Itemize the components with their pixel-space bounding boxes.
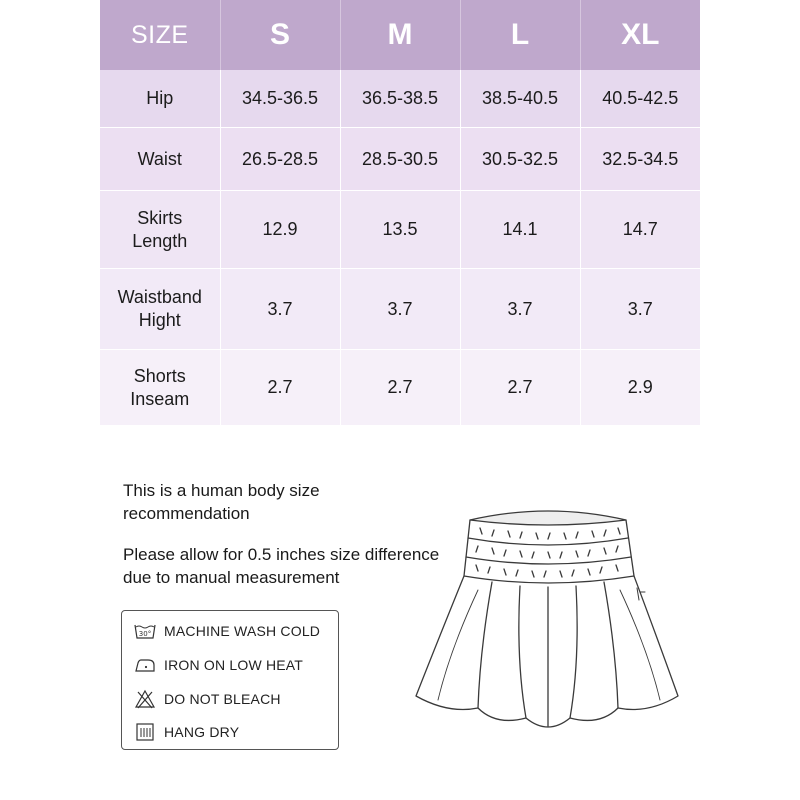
row-label: Hip (100, 70, 221, 128)
table-cell: 14.7 (580, 190, 700, 269)
care-label: DO NOT BLEACH (164, 691, 281, 707)
hang-dry-icon (136, 723, 154, 741)
wash-temp-label: 30° (139, 630, 151, 638)
care-item-wash: 30° MACHINE WASH COLD (134, 621, 320, 641)
table-cell: 2.7 (220, 349, 341, 426)
table-row-waistband-height: Waistband Hight 3.7 3.7 3.7 3.7 (100, 268, 700, 350)
size-header-row: SIZE S M L XL (100, 0, 700, 70)
size-header-xl: XL (580, 0, 700, 70)
care-label: IRON ON LOW HEAT (164, 657, 304, 673)
table-cell: 14.1 (460, 190, 581, 269)
table-cell: 36.5-38.5 (340, 70, 461, 128)
table-cell: 40.5-42.5 (580, 70, 700, 128)
table-cell: 3.7 (580, 268, 700, 350)
row-label: Skirts Length (100, 190, 221, 269)
table-row-hip: Hip 34.5-36.5 36.5-38.5 38.5-40.5 40.5-4… (100, 70, 700, 128)
care-item-dry: HANG DRY (134, 722, 239, 742)
skirt-illustration (415, 510, 679, 728)
table-cell: 2.7 (460, 349, 581, 426)
care-item-iron: IRON ON LOW HEAT (134, 655, 303, 675)
table-cell: 3.7 (220, 268, 341, 350)
table-cell: 13.5 (340, 190, 461, 269)
size-recommendation-note: This is a human body size recommendation (123, 481, 320, 523)
row-label: Waist (100, 127, 221, 191)
care-instructions-box: 30° MACHINE WASH COLD IRON ON LOW HEAT D… (121, 610, 339, 750)
table-cell: 2.9 (580, 349, 700, 426)
table-cell: 38.5-40.5 (460, 70, 581, 128)
table-cell: 3.7 (340, 268, 461, 350)
measurement-tolerance-note: Please allow for 0.5 inches size differe… (123, 545, 440, 587)
do-not-bleach-icon (134, 689, 156, 709)
size-chart-table: SIZE S M L XL Hip 34.5-36.5 36.5-38.5 38… (100, 0, 700, 426)
table-row-shorts-inseam: Shorts Inseam 2.7 2.7 2.7 2.9 (100, 349, 700, 426)
table-cell: 30.5-32.5 (460, 127, 581, 191)
table-row-skirts-length: Skirts Length 12.9 13.5 14.1 14.7 (100, 190, 700, 269)
table-cell: 26.5-28.5 (220, 127, 341, 191)
size-header-m: M (340, 0, 461, 70)
machine-wash-30-icon: 30° (134, 624, 156, 639)
size-header-l: L (460, 0, 581, 70)
size-header-s: S (220, 0, 341, 70)
size-header-label: SIZE (100, 0, 221, 70)
table-cell: 12.9 (220, 190, 341, 269)
table-cell: 2.7 (340, 349, 461, 426)
table-cell: 3.7 (460, 268, 581, 350)
care-label: MACHINE WASH COLD (164, 623, 321, 639)
table-cell: 28.5-30.5 (340, 127, 461, 191)
iron-low-heat-icon (135, 659, 155, 672)
table-cell: 32.5-34.5 (580, 127, 700, 191)
care-label: HANG DRY (164, 724, 240, 740)
table-row-waist: Waist 26.5-28.5 28.5-30.5 30.5-32.5 32.5… (100, 127, 700, 191)
care-item-bleach: DO NOT BLEACH (134, 689, 281, 709)
row-label: Shorts Inseam (100, 349, 221, 426)
row-label: Waistband Hight (100, 268, 221, 350)
table-cell: 34.5-36.5 (220, 70, 341, 128)
